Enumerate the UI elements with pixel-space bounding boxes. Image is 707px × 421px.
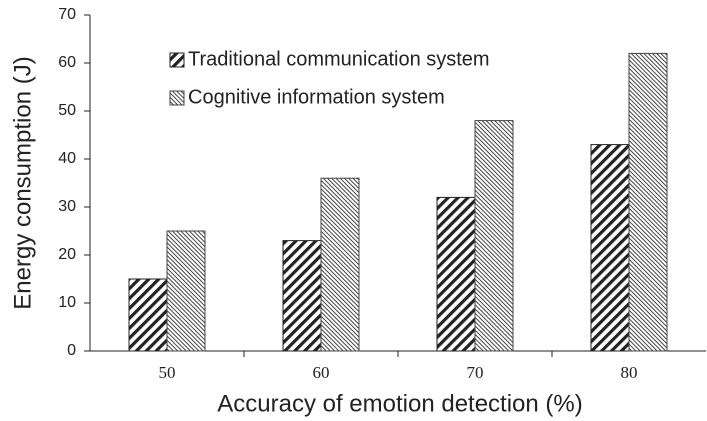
bar xyxy=(436,196,476,352)
bar xyxy=(474,120,514,352)
bar xyxy=(166,230,206,352)
y-tick-label: 0 xyxy=(67,342,76,359)
x-tick-label: 60 xyxy=(313,363,330,382)
bar xyxy=(128,278,168,352)
y-tick-label: 30 xyxy=(58,198,76,215)
y-tick-label: 40 xyxy=(58,150,76,167)
legend-swatch xyxy=(169,52,185,68)
y-axis-label: Energy consumption (J) xyxy=(9,56,36,309)
legend-label: Traditional communication system xyxy=(188,48,490,70)
y-tick-label: 70 xyxy=(58,6,76,23)
y-tick-label: 10 xyxy=(58,294,76,311)
y-tick-label: 20 xyxy=(58,246,76,263)
y-tick-label: 50 xyxy=(58,102,76,119)
legend-swatch xyxy=(169,90,185,106)
bar xyxy=(590,144,630,352)
x-tick-label: 80 xyxy=(621,363,638,382)
bar xyxy=(282,240,322,352)
x-tick-label: 50 xyxy=(159,363,176,382)
legend-label: Cognitive information system xyxy=(188,86,445,108)
bar xyxy=(628,52,668,352)
bar xyxy=(320,177,360,352)
x-tick-label: 70 xyxy=(467,363,484,382)
x-axis-label: Accuracy of emotion detection (%) xyxy=(217,390,583,417)
y-tick-label: 60 xyxy=(58,54,76,71)
